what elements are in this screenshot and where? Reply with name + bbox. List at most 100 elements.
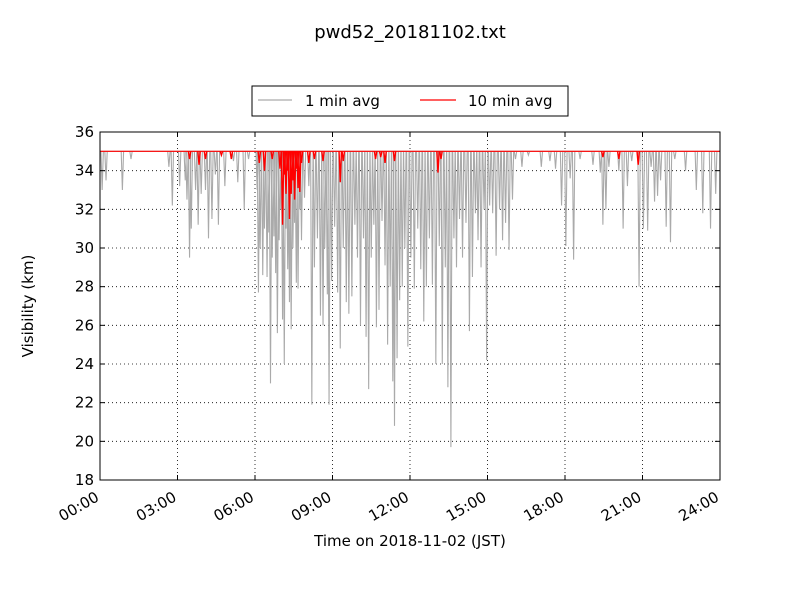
data-point — [559, 151, 564, 206]
data-point — [104, 151, 108, 181]
data-point — [280, 151, 285, 225]
data-point — [332, 151, 337, 227]
series-1min — [100, 150, 720, 448]
x-tick-label: 12:00 — [366, 488, 412, 525]
data-point — [355, 151, 360, 258]
data-point — [223, 151, 227, 187]
data-point — [338, 151, 343, 349]
data-point — [520, 151, 524, 167]
data-point — [374, 151, 379, 328]
data-point — [350, 151, 354, 297]
data-point — [601, 151, 605, 158]
data-point — [364, 151, 368, 337]
data-point — [327, 151, 331, 405]
grid — [100, 132, 720, 480]
data-point — [353, 151, 357, 225]
data-point — [335, 151, 340, 293]
legend-box — [251, 85, 569, 117]
data-point — [591, 151, 595, 165]
data-point — [436, 151, 440, 173]
data-point — [652, 151, 657, 202]
data-point — [449, 151, 453, 448]
data-point — [310, 151, 314, 405]
data-point — [510, 151, 515, 200]
data-point — [323, 151, 327, 249]
y-tick-label: 28 — [75, 278, 94, 296]
data-point — [312, 151, 317, 160]
data-point — [571, 151, 576, 260]
data-point — [203, 151, 208, 160]
data-point — [380, 151, 384, 221]
data-point — [578, 151, 582, 160]
data-point — [216, 151, 221, 225]
data-point — [297, 151, 302, 192]
data-point — [189, 151, 194, 229]
data-point — [497, 151, 502, 210]
data-point — [358, 151, 363, 326]
data-point — [548, 151, 552, 162]
data-point — [347, 151, 351, 314]
chart-title: pwd52_20181102.txt — [314, 22, 506, 43]
data-point — [479, 151, 483, 268]
data-point — [187, 151, 192, 160]
data-point — [197, 151, 201, 165]
ticks — [99, 131, 721, 481]
legend: 1 min avg 10 min avg — [251, 85, 569, 117]
data-point — [500, 151, 505, 241]
data-point — [388, 151, 392, 287]
data-point — [373, 151, 378, 160]
data-point — [694, 151, 699, 191]
y-tick-label: 26 — [75, 316, 94, 334]
data-point — [616, 151, 621, 160]
data-point — [621, 151, 625, 229]
data-point — [229, 151, 234, 160]
data-point — [129, 151, 133, 160]
data-point — [203, 151, 208, 191]
y-tick-label: 22 — [75, 394, 94, 412]
data-point — [397, 151, 402, 301]
data-point — [307, 151, 311, 187]
data-point — [236, 151, 240, 183]
data-point — [539, 151, 544, 167]
data-point — [299, 151, 304, 164]
data-point — [457, 151, 462, 220]
data-point — [100, 151, 104, 191]
data-point — [476, 151, 480, 241]
data-point — [177, 151, 182, 187]
data-point — [604, 151, 608, 210]
data-point — [440, 151, 445, 365]
data-point — [460, 151, 465, 258]
data-point — [242, 151, 246, 210]
y-axis-label: Visibility (km) — [19, 255, 37, 358]
data-point — [403, 151, 407, 249]
legend-label-1min: 1 min avg — [305, 92, 380, 110]
y-tick-label: 24 — [75, 355, 94, 373]
x-axis-label: Time on 2018-11-02 (JST) — [313, 532, 506, 550]
legend-label-10min: 10 min avg — [468, 92, 553, 110]
data-point — [257, 151, 262, 164]
data-point — [629, 151, 634, 162]
data-point — [120, 151, 125, 191]
data-point — [553, 151, 558, 169]
data-point — [427, 151, 432, 239]
x-tick-label: 18:00 — [521, 488, 567, 525]
data-point — [338, 151, 343, 183]
data-point — [482, 151, 486, 210]
data-point — [473, 151, 478, 214]
data-point — [302, 151, 307, 198]
data-point — [437, 151, 442, 247]
data-point — [321, 151, 325, 162]
data-point — [568, 151, 572, 179]
data-point — [645, 151, 650, 231]
data-point — [170, 151, 175, 206]
x-tick-label: 21:00 — [598, 488, 644, 525]
data-point — [262, 151, 267, 171]
data-point — [268, 151, 273, 384]
data-point — [424, 151, 429, 287]
data-point — [490, 151, 495, 214]
data-point — [641, 151, 646, 229]
data-point — [315, 151, 320, 239]
y-tick-label: 34 — [75, 162, 94, 180]
x-tick-label: 00:00 — [56, 488, 102, 525]
data-point — [395, 151, 399, 359]
